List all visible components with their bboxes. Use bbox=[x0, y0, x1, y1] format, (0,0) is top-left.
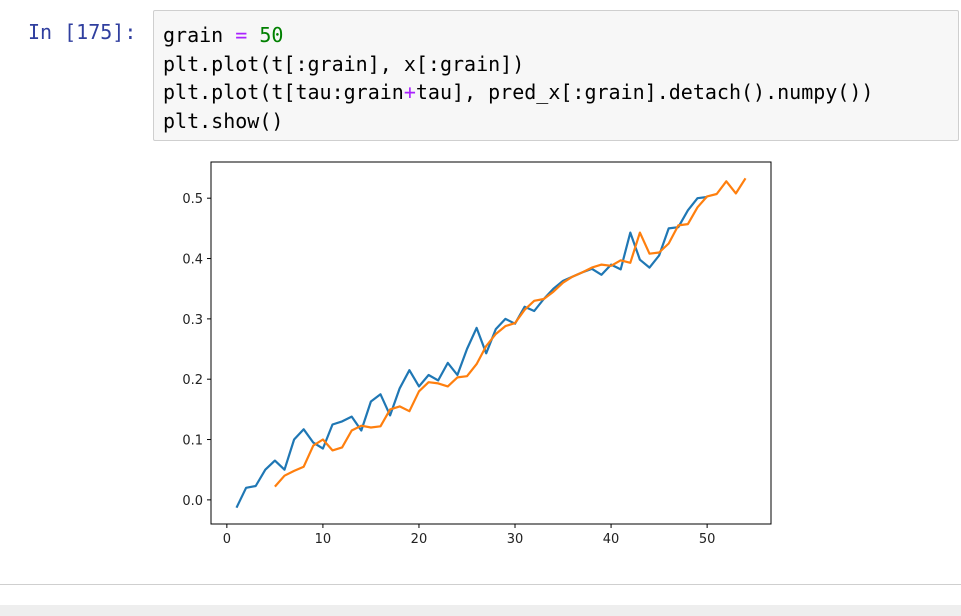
y-tick-label: 0.5 bbox=[182, 192, 203, 207]
code-token: + bbox=[403, 80, 416, 104]
code-token: grain bbox=[163, 23, 236, 47]
code-token: tau], pred_x[:grain].detach().numpy()) bbox=[415, 80, 874, 104]
chart: 0 10 20 30 40 50 0.0 0.1 0.2 0.3 0.4 0.5 bbox=[182, 161, 772, 547]
code-token: 50 bbox=[259, 23, 284, 47]
line-series bbox=[274, 177, 747, 488]
code-line: plt.plot(t[:grain], x[:grain]) bbox=[163, 50, 958, 79]
cell-prompt: In [175]: bbox=[28, 20, 137, 44]
y-tick-label: 0.2 bbox=[182, 373, 203, 388]
code-line: grain = 50 bbox=[163, 21, 958, 50]
separator bbox=[0, 584, 961, 585]
y-tick-label: 0.0 bbox=[182, 494, 203, 509]
plot-frame bbox=[210, 161, 772, 525]
code-line: plt.show() bbox=[163, 107, 958, 136]
code-token: plt.plot(t[tau:grain bbox=[163, 80, 404, 104]
x-tick-label: 10 bbox=[315, 532, 332, 547]
code-token: plt.show() bbox=[163, 108, 284, 133]
footer-band bbox=[0, 605, 961, 616]
x-tick-label: 0 bbox=[223, 532, 231, 547]
y-tick-label: 0.1 bbox=[182, 434, 203, 449]
y-tick-label: 0.3 bbox=[182, 313, 203, 328]
code-token: plt.plot(t[:grain], x[:grain]) bbox=[163, 51, 525, 76]
code: grain = 50 plt.plot(t[:grain], x[:grain])… bbox=[154, 11, 958, 135]
x-tick-label: 20 bbox=[411, 532, 428, 547]
code-line: plt.plot(t[tau:grain+tau], pred_x[:grain… bbox=[163, 78, 958, 107]
x-tick-label: 50 bbox=[699, 532, 716, 547]
y-tick-label: 0.4 bbox=[182, 253, 203, 268]
code-cell[interactable]: grain = 50 plt.plot(t[:grain], x[:grain])… bbox=[153, 10, 959, 141]
x-tick-label: 40 bbox=[603, 532, 620, 547]
x-tick-label: 30 bbox=[507, 532, 524, 547]
code-token: = bbox=[235, 23, 248, 47]
